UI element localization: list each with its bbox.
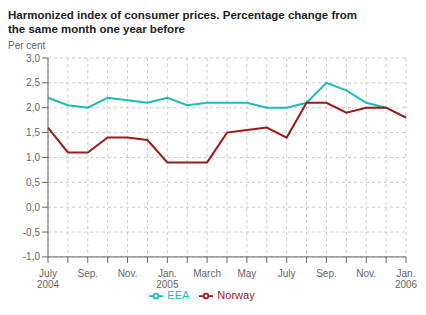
html-text:Per cent: Per cent — [8, 40, 46, 51]
html-text:Harmonized index of consumer p: Harmonized index of consumer prices. Per… — [8, 9, 357, 21]
svg-text:0,5: 0,5 — [26, 177, 40, 188]
svg-text:-1,0: -1,0 — [23, 251, 41, 262]
svg-text:May: May — [237, 268, 256, 279]
svg-text:Nov.: Nov. — [118, 268, 138, 279]
html-text:the same month one year before: the same month one year before — [8, 23, 185, 35]
svg-text:Sep.: Sep. — [316, 268, 337, 279]
svg-text:2,5: 2,5 — [26, 77, 40, 88]
svg-text:Sep.: Sep. — [77, 268, 98, 279]
svg-text:-0,5: -0,5 — [23, 227, 41, 238]
svg-text:Jan.2005: Jan.2005 — [156, 268, 179, 290]
svg-text:0,0: 0,0 — [26, 202, 40, 213]
svg-text:2,0: 2,0 — [26, 102, 40, 113]
svg-text:Nov.: Nov. — [356, 268, 376, 279]
html-text:Norway: Norway — [217, 288, 255, 301]
svg-text:1,5: 1,5 — [26, 127, 40, 138]
svg-text:July2004: July2004 — [37, 268, 60, 290]
svg-text:July: July — [278, 268, 296, 279]
svg-text:March: March — [193, 268, 221, 279]
html-text:EEA: EEA — [167, 288, 190, 301]
svg-text:Jan.2006: Jan.2006 — [395, 268, 418, 290]
svg-text:3,0: 3,0 — [26, 53, 40, 64]
svg-text:1,0: 1,0 — [26, 152, 40, 163]
